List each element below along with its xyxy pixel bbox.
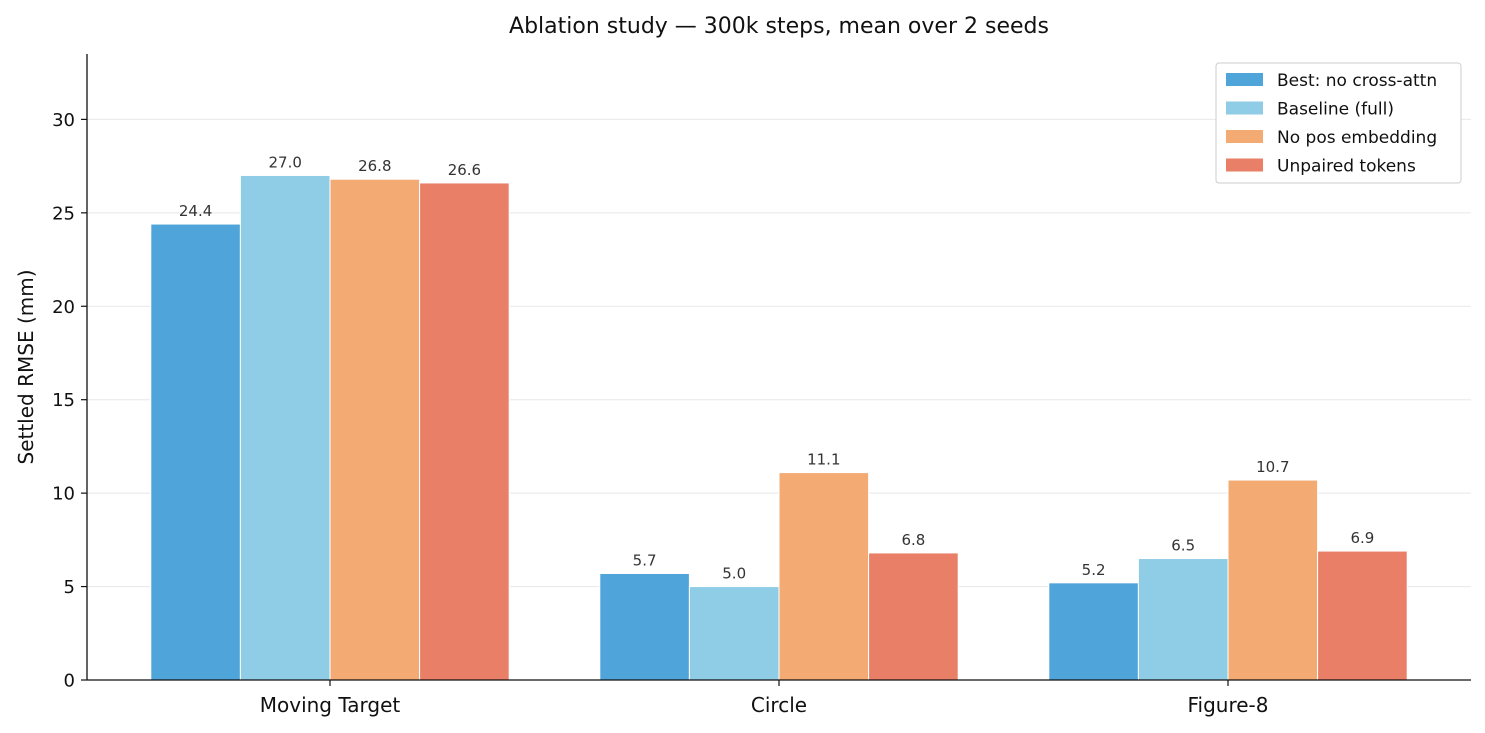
bar-value-label: 6.8 — [901, 531, 925, 549]
y-tick-label: 5 — [64, 577, 75, 598]
bar — [868, 552, 959, 681]
legend: Best: no cross-attn Baseline (full) No pos… — [1215, 62, 1462, 184]
bar — [329, 178, 421, 681]
y-tick-label: 10 — [52, 484, 75, 505]
bar — [1048, 582, 1139, 681]
x-tick-label: Circle — [751, 693, 807, 717]
chart-title: Ablation study — 300k steps, mean over 2… — [509, 14, 1049, 39]
y-axis-label: Settled RMSE (mm) — [14, 269, 38, 464]
bar-value-label: 26.8 — [358, 157, 391, 175]
legend-label: Baseline (full) — [1277, 100, 1394, 120]
bar — [150, 223, 241, 681]
bars — [150, 174, 1408, 681]
bar-value-label: 10.7 — [1256, 458, 1289, 476]
bar — [688, 586, 780, 681]
bar-value-label: 6.9 — [1350, 529, 1374, 547]
bar-value-label: 27.0 — [268, 153, 301, 171]
bar — [599, 572, 690, 681]
legend-label: Unpaired tokens — [1277, 157, 1416, 177]
legend-swatch — [1226, 158, 1263, 172]
bar-value-label: 24.4 — [179, 202, 212, 220]
y-tick-label: 15 — [52, 390, 75, 411]
legend-swatch — [1226, 73, 1263, 86]
bar — [1137, 558, 1229, 681]
x-tick-label: Figure-8 — [1187, 693, 1268, 717]
legend-swatch — [1226, 101, 1263, 115]
legend-label: Best: no cross-attn — [1277, 71, 1437, 91]
legend-label: No pos embedding — [1277, 128, 1437, 148]
bar-value-label: 5.7 — [633, 551, 657, 569]
bar — [1317, 550, 1408, 681]
bar-value-label: 6.5 — [1171, 537, 1195, 555]
bar — [419, 182, 510, 681]
y-tick-label: 25 — [52, 203, 75, 224]
y-tick-label: 0 — [64, 671, 75, 692]
bar — [1227, 479, 1319, 681]
y-tick-label: 30 — [52, 110, 75, 131]
x-ticks: Moving Target Circle Figure-8 — [260, 680, 1269, 717]
bar-value-label: 5.0 — [722, 565, 746, 583]
y-ticks: 0 5 10 15 20 25 30 — [52, 110, 87, 692]
bar — [778, 472, 870, 681]
y-tick-label: 20 — [52, 297, 75, 318]
legend-box — [1215, 62, 1462, 184]
bar-value-label: 11.1 — [807, 451, 840, 469]
bar-value-labels: 24.4 27.0 26.8 26.6 5.7 5.0 11.1 6.8 5.2 6.5 10.7 6… — [179, 153, 1374, 582]
bar-value-label: 26.6 — [448, 161, 481, 179]
x-tick-label: Moving Target — [260, 693, 401, 717]
bar — [239, 174, 331, 681]
legend-swatch — [1226, 130, 1263, 143]
bar-value-label: 5.2 — [1082, 561, 1106, 579]
